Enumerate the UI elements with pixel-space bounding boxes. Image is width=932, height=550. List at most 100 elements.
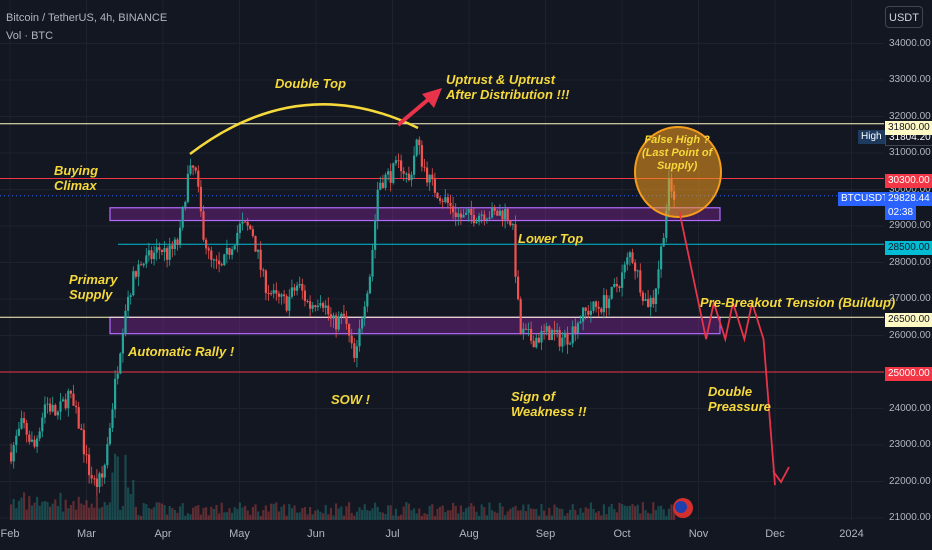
volume-bar xyxy=(350,512,353,520)
candle-body xyxy=(431,174,434,180)
volume-bar xyxy=(46,501,49,520)
double-top-arc xyxy=(189,103,419,155)
volume-bar xyxy=(446,510,449,520)
candle-body xyxy=(134,271,137,277)
volume-bar xyxy=(548,507,551,520)
candle-body xyxy=(202,211,205,240)
candle-body xyxy=(478,215,481,222)
volume-bar xyxy=(181,503,184,520)
candle-body xyxy=(467,208,470,213)
candle-body xyxy=(618,286,621,288)
volume-bar xyxy=(233,507,236,520)
volume-bar xyxy=(134,506,137,520)
candle-body xyxy=(181,206,184,228)
price-tick-label: 32000.00 xyxy=(889,110,931,122)
volume-bar xyxy=(51,503,54,520)
volume-bar xyxy=(30,505,33,520)
volume-bar xyxy=(173,509,176,520)
volume-bar xyxy=(436,508,439,520)
volume-bars xyxy=(10,453,676,520)
volume-bar xyxy=(228,508,231,520)
annotation-double-pressure: Double Preassure xyxy=(708,384,771,414)
candle-body xyxy=(602,295,605,313)
annotation-uptrust: Uptrust & Uptrust After Distribution !!! xyxy=(446,72,570,102)
candle-body xyxy=(285,296,288,311)
volume-bar xyxy=(20,497,23,520)
candle-body xyxy=(212,259,215,261)
volume-bar xyxy=(249,514,252,520)
level-26500-label: 26500.00 xyxy=(885,313,932,327)
candle-body xyxy=(311,305,314,309)
volume-bar xyxy=(127,487,130,520)
candle-body xyxy=(303,290,306,301)
projection-arrow-head xyxy=(772,466,790,484)
volume-bar xyxy=(238,502,241,520)
candle-body xyxy=(51,404,54,412)
volume-bar xyxy=(309,506,312,520)
annotation-double-top: Double Top xyxy=(275,76,347,91)
candle-body xyxy=(376,189,379,221)
candle-body xyxy=(488,217,491,219)
candle-body xyxy=(368,276,371,294)
candle-body xyxy=(25,423,28,435)
candle-body xyxy=(153,252,156,260)
volume-bar xyxy=(283,504,286,520)
volume-bar xyxy=(426,514,429,520)
candle-body xyxy=(103,465,106,478)
volume-bar xyxy=(56,506,59,520)
candle-body xyxy=(548,326,551,341)
candle-body xyxy=(251,229,254,236)
candle-body xyxy=(98,473,101,488)
candle-body xyxy=(218,260,221,265)
candle-body xyxy=(589,310,592,315)
volume-bar xyxy=(176,512,179,520)
volume-bar xyxy=(402,506,405,520)
volume-bar xyxy=(509,508,512,520)
currency-button[interactable]: USDT xyxy=(885,6,923,28)
volume-bar xyxy=(332,515,335,520)
price-tick-label: 33000.00 xyxy=(889,74,931,85)
candle-body xyxy=(597,306,600,309)
volume-bar xyxy=(319,511,322,520)
volume-bar xyxy=(470,503,473,520)
price-tick-label: 28000.00 xyxy=(889,256,931,268)
volume-bar xyxy=(574,509,577,520)
candle-body xyxy=(452,206,455,213)
candle-body xyxy=(36,438,39,447)
volume-bar xyxy=(537,515,540,520)
candle-body xyxy=(80,428,83,430)
candle-body xyxy=(12,445,15,462)
candle-body xyxy=(43,404,46,418)
volume-bar xyxy=(23,492,26,520)
candle-body xyxy=(470,208,473,216)
volume-bar xyxy=(88,507,91,520)
candle-body xyxy=(171,245,174,249)
volume-bar xyxy=(517,510,520,520)
candle-body xyxy=(272,290,275,294)
volume-bar xyxy=(150,509,153,520)
candle-body xyxy=(119,353,122,374)
candle-body xyxy=(327,305,330,315)
candle-body xyxy=(558,330,561,347)
candle-body xyxy=(69,390,72,394)
volume-bar xyxy=(527,504,530,520)
volume-bar xyxy=(491,510,494,520)
candle-body xyxy=(264,270,267,294)
candle-body xyxy=(402,171,405,174)
candle-body xyxy=(137,264,140,277)
volume-bar xyxy=(363,504,366,520)
candle-body xyxy=(306,300,309,302)
candle-body xyxy=(639,270,642,293)
time-tick-label: Nov xyxy=(688,528,709,540)
volume-bar xyxy=(595,512,598,520)
symbol-tag: BTCUSDT xyxy=(838,192,892,206)
volume-bar xyxy=(556,507,559,520)
grid-lines xyxy=(0,0,884,520)
price-tick-label: 21000.00 xyxy=(889,512,931,523)
volume-bar xyxy=(478,515,481,520)
volume-bar xyxy=(244,505,247,520)
candle-body xyxy=(20,418,23,429)
candle-body xyxy=(433,179,436,193)
candle-body xyxy=(506,208,509,221)
